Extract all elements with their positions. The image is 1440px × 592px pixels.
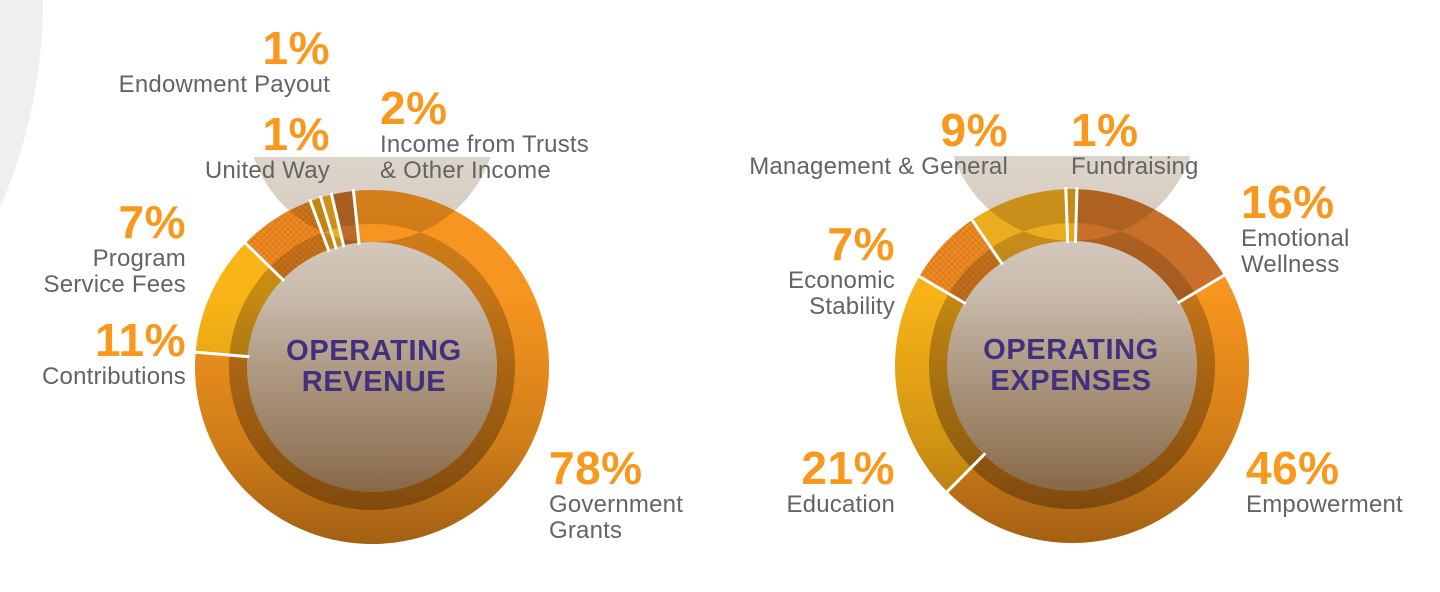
slice-divider [193, 350, 250, 359]
callout-contributions: 11% Contributions [42, 316, 186, 390]
slice-divider [318, 195, 338, 250]
slice-label: United Way [204, 157, 330, 184]
percent-value: 11% [94, 314, 186, 366]
callout-management-general: 9% Management & General [749, 106, 1008, 180]
slice-divider [1176, 273, 1227, 305]
callout-united-way: 1% United Way [205, 110, 330, 184]
slice-label: & Other Income [380, 157, 551, 184]
slice-label: Emotional [1241, 225, 1350, 252]
slice-label: Economic [788, 267, 895, 294]
title-line: EXPENSES [990, 365, 1152, 397]
slice-divider [351, 188, 361, 245]
callout-education: 21% Education [786, 444, 895, 518]
slice-divider [944, 452, 987, 495]
slice-label: Grants [549, 517, 623, 544]
callout-economic-stability: 7% Economic Stability [788, 220, 895, 320]
operating-revenue-donut-chart [193, 157, 549, 545]
operating-revenue-title: OPERATING REVENUE [224, 336, 524, 398]
callout-emotional-wellness: 16% Emotional Wellness [1241, 178, 1350, 278]
slice-label: Wellness [1241, 251, 1340, 278]
slice-label: Endowment Payout [118, 71, 330, 98]
corner-circle-decoration [0, 0, 43, 523]
title-line: REVENUE [301, 366, 447, 398]
percent-value: 16% [1241, 176, 1335, 228]
slice-label: Management & General [749, 153, 1008, 180]
callout-fundraising: 1% Fundraising [1071, 106, 1199, 180]
callout-endowment-payout: 1% Endowment Payout [119, 24, 330, 98]
callout-program-service-fees: 7% Program Service Fees [44, 198, 186, 298]
slice-label: Service Fees [43, 271, 186, 298]
percent-value: 1% [262, 22, 330, 74]
operating-expenses-donut-chart [895, 156, 1250, 543]
slice-label: Program [92, 245, 186, 272]
slice-divider [329, 192, 346, 248]
slice-divider [916, 274, 967, 306]
percent-value: 46% [1246, 442, 1340, 494]
percent-value: 7% [118, 196, 186, 248]
slice-divider [1073, 187, 1079, 244]
percent-value: 2% [380, 82, 448, 134]
callout-income-from-trusts: 2% Income from Trusts & Other Income [380, 84, 589, 184]
slice-label: Education [786, 491, 895, 518]
percent-value: 21% [801, 442, 895, 494]
ring-inner-shadow [929, 156, 1215, 509]
callout-empowerment: 46% Empowerment [1246, 444, 1403, 518]
slice-divider [243, 240, 286, 283]
slice-divider [308, 198, 331, 253]
ring-inner-shadow [229, 157, 515, 510]
title-line: OPERATING [286, 335, 462, 367]
slice-divider [969, 217, 1004, 266]
percent-value: 1% [1071, 104, 1139, 156]
slice-label: Government [549, 491, 684, 518]
operating-expenses-title: OPERATING EXPENSES [921, 335, 1221, 397]
percent-value: 9% [940, 104, 1008, 156]
slice-label: Income from Trusts [380, 131, 589, 158]
slice-label: Contributions [41, 363, 186, 390]
slice-label: Empowerment [1246, 491, 1403, 518]
slice-divider [1064, 187, 1070, 244]
slice-label: Fundraising [1071, 153, 1199, 180]
slice-label: Stability [809, 293, 895, 320]
callout-government-grants: 78% Government Grants [549, 444, 683, 544]
percent-value: 7% [827, 218, 895, 270]
percent-value: 78% [549, 442, 643, 494]
title-line: OPERATING [983, 334, 1159, 366]
percent-value: 1% [262, 108, 330, 160]
